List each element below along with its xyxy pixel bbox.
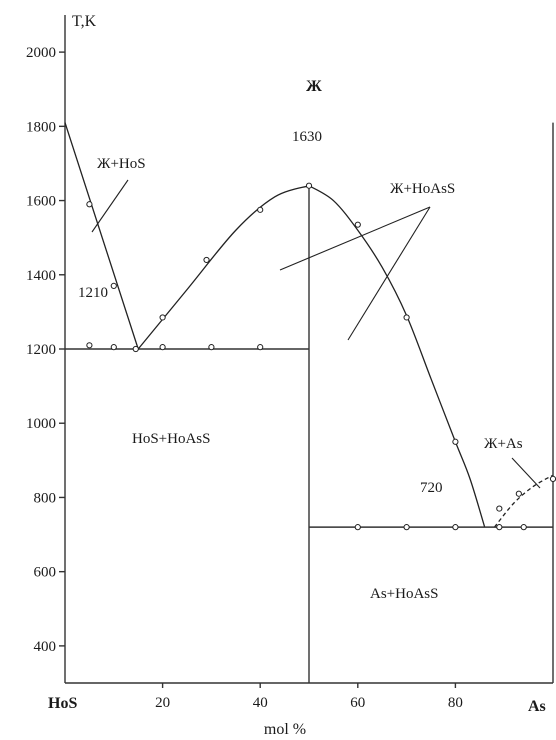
phase-curve-2 — [137, 185, 310, 350]
data-point — [208, 344, 215, 351]
data-point — [110, 282, 117, 290]
y-tick-label: 2000 — [26, 45, 56, 61]
phase-curve-3 — [308, 185, 486, 528]
x-tick-label: 80 — [448, 695, 463, 711]
x-tick-label: 40 — [253, 695, 268, 711]
phase-curve-4 — [493, 474, 554, 528]
y-tick-label: 1400 — [26, 268, 56, 284]
data-point — [257, 206, 264, 213]
component-left-label: HoS — [48, 695, 77, 712]
y-tick-label: 1800 — [26, 119, 56, 135]
data-point — [159, 314, 166, 321]
data-point — [86, 201, 93, 208]
data-point — [86, 342, 93, 349]
experimental-points — [86, 182, 556, 531]
y-tick-label: 800 — [34, 490, 57, 506]
y-tick-label: 400 — [34, 639, 57, 655]
data-point — [496, 505, 503, 512]
data-point — [203, 256, 210, 264]
y-ticks: 400 600 800 1000 1200 1400 1600 1800 2000 — [26, 45, 65, 655]
x-axis-title: mol % — [264, 721, 306, 738]
y-tick-label: 600 — [34, 565, 57, 581]
y-tick-label: 1600 — [26, 194, 56, 210]
liquid-label: Ж — [306, 78, 322, 95]
leader-liq-hoass-1 — [279, 206, 431, 271]
data-point — [403, 314, 410, 321]
data-point — [403, 524, 410, 531]
region-as-hoass: As+HoAsS — [370, 586, 438, 602]
region-liq-hos: Ж+HoS — [97, 156, 146, 172]
leader-liq-as — [511, 457, 541, 489]
leader-lines — [91, 179, 541, 489]
data-point — [520, 524, 527, 531]
data-point — [452, 524, 459, 531]
region-hos-hoass: HoS+HoAsS — [132, 431, 210, 447]
y-axis-title: T,K — [72, 13, 97, 30]
temp-1210-label: 1210 — [78, 285, 108, 301]
component-right-label: As — [528, 698, 546, 715]
y-tick-label: 1200 — [26, 342, 56, 358]
data-point — [257, 344, 264, 351]
temp-720-label: 720 — [420, 480, 443, 496]
data-point — [452, 438, 459, 445]
data-point — [159, 344, 166, 351]
data-point — [354, 524, 361, 531]
phase-lines — [65, 122, 554, 683]
data-point — [305, 182, 313, 189]
region-liq-as: Ж+As — [484, 436, 523, 452]
phase-curve-1 — [64, 122, 139, 350]
leader-liq-hos — [91, 179, 129, 233]
y-tick-label: 1000 — [26, 416, 56, 432]
region-liq-hoass: Ж+HoAsS — [390, 181, 455, 197]
data-point — [110, 344, 117, 351]
data-point — [354, 221, 361, 228]
leader-liq-hoass-2 — [347, 206, 431, 341]
x-tick-label: 20 — [155, 695, 170, 711]
x-ticks: 20 40 60 80 — [155, 683, 463, 711]
data-point — [549, 475, 556, 482]
data-point — [515, 490, 522, 497]
data-point — [496, 524, 503, 531]
x-tick-label: 60 — [350, 695, 365, 711]
data-point — [132, 345, 139, 353]
temp-1630-label: 1630 — [292, 129, 322, 145]
